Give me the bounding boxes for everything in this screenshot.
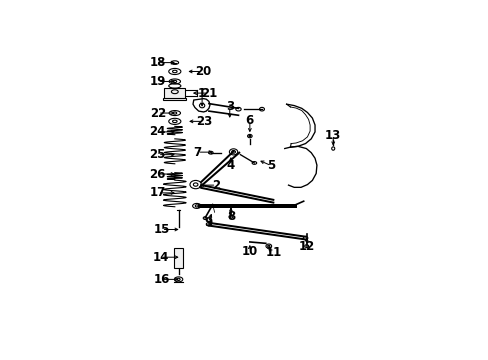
Text: 14: 14 [152,251,168,264]
Text: 17: 17 [149,186,165,199]
Bar [174,248,183,268]
Text: 12: 12 [298,240,314,253]
Text: 18: 18 [149,56,165,69]
Text: 9: 9 [203,216,212,229]
Text: 15: 15 [153,223,169,236]
Text: 26: 26 [149,167,165,180]
Text: 20: 20 [195,65,211,78]
Text: 22: 22 [149,107,165,120]
Text: 3: 3 [225,100,233,113]
Text: 6: 6 [245,114,253,127]
Text: 11: 11 [264,246,281,259]
Text: 21: 21 [201,87,217,100]
Text: 23: 23 [196,115,212,128]
Text: 1: 1 [198,87,206,100]
Text: 13: 13 [325,129,341,142]
Bar [164,87,185,99]
Bar [163,98,186,100]
Text: 7: 7 [193,146,201,159]
Text: 10: 10 [241,245,258,258]
Text: 8: 8 [226,210,235,223]
Text: 24: 24 [149,125,165,138]
Text: 25: 25 [149,148,165,161]
Text: 2: 2 [212,179,220,192]
Text: 5: 5 [267,159,275,172]
Text: 19: 19 [149,75,165,88]
Text: 4: 4 [226,159,235,172]
Text: 16: 16 [153,273,169,286]
